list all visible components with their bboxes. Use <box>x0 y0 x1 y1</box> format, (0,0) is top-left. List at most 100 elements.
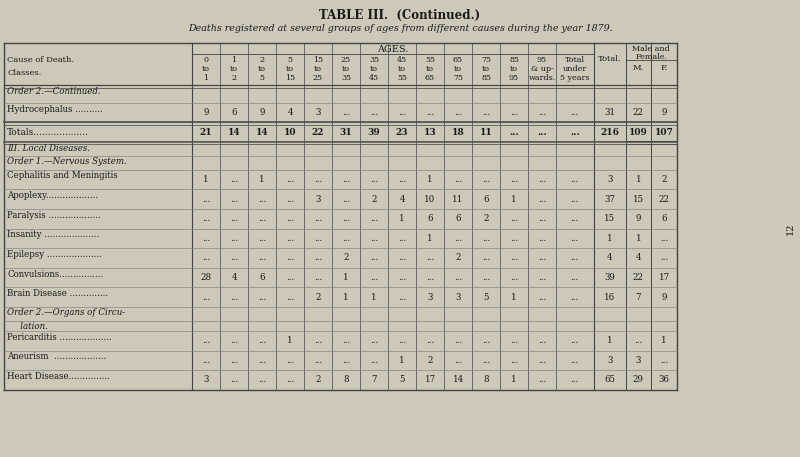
Text: 9: 9 <box>203 108 209 117</box>
Text: 4: 4 <box>636 254 641 262</box>
Text: 2: 2 <box>315 376 321 384</box>
Text: 2: 2 <box>259 56 265 64</box>
Text: 1: 1 <box>606 336 613 345</box>
Text: 3: 3 <box>607 175 612 184</box>
Text: ...: ... <box>538 234 546 243</box>
Text: Aneurism  ...................: Aneurism ................... <box>7 352 106 361</box>
Text: ...: ... <box>510 175 518 184</box>
Text: 1: 1 <box>511 376 517 384</box>
Text: TABLE III.  (Continued.): TABLE III. (Continued.) <box>319 9 481 22</box>
Text: ...: ... <box>426 273 434 282</box>
Text: 1: 1 <box>343 293 349 302</box>
Text: 2: 2 <box>315 293 321 302</box>
Text: ...: ... <box>660 356 668 365</box>
Text: ...: ... <box>230 293 238 302</box>
Text: to: to <box>510 65 518 74</box>
Text: Brain Disease ..............: Brain Disease .............. <box>7 289 108 298</box>
Text: Convulsions................: Convulsions................ <box>7 270 103 279</box>
Text: ...: ... <box>454 175 462 184</box>
Text: 4: 4 <box>399 195 405 203</box>
Text: lation.: lation. <box>12 322 48 331</box>
Text: ...: ... <box>370 234 378 243</box>
Text: 95: 95 <box>509 74 519 82</box>
Text: ...: ... <box>570 293 579 302</box>
Text: to: to <box>202 65 210 74</box>
Text: ...: ... <box>230 214 238 223</box>
Text: 55: 55 <box>425 56 435 64</box>
Text: ...: ... <box>538 376 546 384</box>
Text: ...: ... <box>538 273 546 282</box>
Text: 16: 16 <box>604 293 615 302</box>
Text: ...: ... <box>454 234 462 243</box>
Text: ...: ... <box>258 254 266 262</box>
Text: Order 2.—Organs of Circu-: Order 2.—Organs of Circu- <box>7 308 126 318</box>
Text: ...: ... <box>510 336 518 345</box>
Text: Heart Disease...............: Heart Disease............... <box>7 372 110 381</box>
Text: 5: 5 <box>259 74 265 82</box>
Text: 8: 8 <box>343 376 349 384</box>
Text: 65: 65 <box>604 376 615 384</box>
Text: 4: 4 <box>231 273 237 282</box>
Text: 45: 45 <box>369 74 379 82</box>
Text: Total: Total <box>565 56 585 64</box>
Text: 17: 17 <box>425 376 435 384</box>
Text: ...: ... <box>370 108 378 117</box>
Text: 28: 28 <box>201 273 211 282</box>
Text: 5: 5 <box>287 56 293 64</box>
Text: Hydrocephalus ..........: Hydrocephalus .......... <box>7 105 103 114</box>
Text: ...: ... <box>370 356 378 365</box>
Text: wards.: wards. <box>528 74 556 82</box>
Text: 1: 1 <box>399 214 405 223</box>
Text: 39: 39 <box>604 273 615 282</box>
Text: 1: 1 <box>259 175 265 184</box>
Text: 1: 1 <box>427 175 433 184</box>
Text: ...: ... <box>537 128 547 137</box>
Text: ...: ... <box>510 234 518 243</box>
Text: ...: ... <box>538 293 546 302</box>
Text: 15: 15 <box>285 74 295 82</box>
Text: ...: ... <box>538 214 546 223</box>
Text: 1: 1 <box>606 234 613 243</box>
Text: 6: 6 <box>483 195 489 203</box>
Text: to: to <box>230 65 238 74</box>
Text: under: under <box>562 65 587 74</box>
Text: ...: ... <box>454 336 462 345</box>
Text: ...: ... <box>398 108 406 117</box>
Text: ...: ... <box>202 195 210 203</box>
Text: 109: 109 <box>629 128 648 137</box>
Text: ...: ... <box>230 356 238 365</box>
Text: ...: ... <box>538 108 546 117</box>
Text: 65: 65 <box>425 74 435 82</box>
Text: Order 2.—Continued.: Order 2.—Continued. <box>7 87 101 96</box>
Text: ...: ... <box>570 195 579 203</box>
Text: ...: ... <box>258 336 266 345</box>
Text: ...: ... <box>538 356 546 365</box>
Text: 1: 1 <box>203 175 209 184</box>
Text: ...: ... <box>314 336 322 345</box>
Text: F.: F. <box>660 64 668 72</box>
Text: ...: ... <box>314 214 322 223</box>
Text: 1: 1 <box>511 195 517 203</box>
Text: 15: 15 <box>313 56 323 64</box>
Text: 1: 1 <box>635 234 642 243</box>
Text: to: to <box>342 65 350 74</box>
Text: Male and: Male and <box>632 45 670 53</box>
Text: 45: 45 <box>397 56 407 64</box>
Text: ...: ... <box>258 195 266 203</box>
Text: Classes.: Classes. <box>7 69 42 77</box>
Text: ...: ... <box>370 175 378 184</box>
Text: ...: ... <box>286 356 294 365</box>
Text: ...: ... <box>342 356 350 365</box>
Text: 7: 7 <box>371 376 377 384</box>
Text: ...: ... <box>342 108 350 117</box>
Text: ...: ... <box>482 234 490 243</box>
Text: 5: 5 <box>483 293 489 302</box>
Text: ...: ... <box>570 128 580 137</box>
Text: ...: ... <box>482 356 490 365</box>
Text: ...: ... <box>510 273 518 282</box>
Text: ...: ... <box>258 356 266 365</box>
Text: 39: 39 <box>368 128 380 137</box>
Text: ...: ... <box>258 293 266 302</box>
Text: 12: 12 <box>786 222 795 235</box>
Text: ...: ... <box>454 273 462 282</box>
